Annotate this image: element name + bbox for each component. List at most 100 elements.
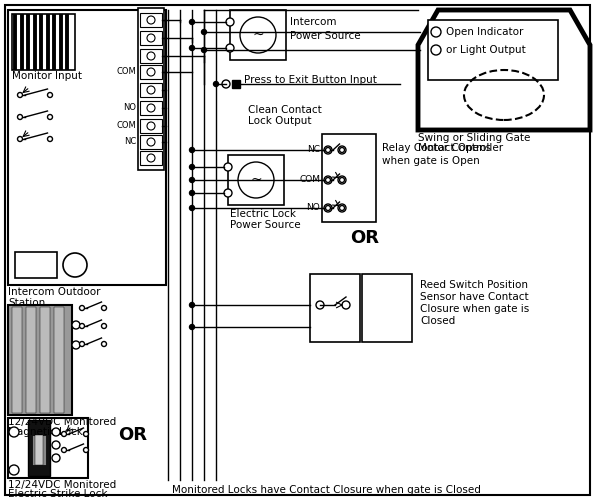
Text: Clean Contact: Clean Contact xyxy=(248,105,322,115)
Bar xyxy=(140,83,162,97)
Bar xyxy=(140,119,162,133)
Text: OR: OR xyxy=(350,229,379,247)
Circle shape xyxy=(224,163,232,171)
Circle shape xyxy=(61,448,67,452)
Text: Closed: Closed xyxy=(420,316,455,326)
Bar xyxy=(26,307,36,413)
Circle shape xyxy=(240,17,276,53)
Circle shape xyxy=(338,204,346,212)
Circle shape xyxy=(324,146,332,154)
Circle shape xyxy=(340,178,344,182)
Circle shape xyxy=(17,114,23,119)
Circle shape xyxy=(79,306,85,310)
Circle shape xyxy=(79,324,85,328)
Circle shape xyxy=(52,454,60,462)
Bar xyxy=(140,135,162,149)
Text: Station: Station xyxy=(8,298,45,308)
Text: ~: ~ xyxy=(250,173,262,187)
Circle shape xyxy=(9,427,19,437)
Circle shape xyxy=(48,92,52,98)
Circle shape xyxy=(147,16,155,24)
Bar xyxy=(140,151,162,165)
Text: 12/24VDC Monitored: 12/24VDC Monitored xyxy=(8,480,116,490)
Circle shape xyxy=(79,342,85,346)
Circle shape xyxy=(213,82,219,86)
Polygon shape xyxy=(418,10,590,130)
Text: or Light Output: or Light Output xyxy=(446,45,526,55)
Text: Magnetic Lock: Magnetic Lock xyxy=(8,427,83,437)
Bar xyxy=(140,65,162,79)
Circle shape xyxy=(52,428,60,436)
Text: Reed Switch Position: Reed Switch Position xyxy=(420,280,528,290)
Circle shape xyxy=(147,154,155,162)
Circle shape xyxy=(224,189,232,197)
Circle shape xyxy=(324,204,332,212)
Text: Intercom: Intercom xyxy=(290,17,337,27)
Text: COM: COM xyxy=(299,176,320,184)
Circle shape xyxy=(83,432,88,436)
Circle shape xyxy=(340,206,344,210)
Text: OR: OR xyxy=(118,426,147,444)
Bar xyxy=(12,307,22,413)
Text: Sensor have Contact: Sensor have Contact xyxy=(420,292,529,302)
Circle shape xyxy=(52,441,60,449)
Circle shape xyxy=(9,465,19,475)
Circle shape xyxy=(190,302,194,308)
Circle shape xyxy=(190,206,194,210)
Bar xyxy=(230,10,286,60)
Circle shape xyxy=(48,136,52,141)
Bar xyxy=(362,274,412,342)
Bar xyxy=(40,307,50,413)
Bar xyxy=(35,435,43,465)
Text: Motor Controller: Motor Controller xyxy=(418,143,503,153)
Text: Closure when gate is: Closure when gate is xyxy=(420,304,529,314)
Bar xyxy=(15,252,57,278)
Text: NO: NO xyxy=(123,104,136,112)
Circle shape xyxy=(17,136,23,141)
Circle shape xyxy=(147,104,155,112)
Circle shape xyxy=(342,301,350,309)
Circle shape xyxy=(238,162,274,198)
Text: Relay Contact Opens: Relay Contact Opens xyxy=(382,143,491,153)
Text: Power Source: Power Source xyxy=(230,220,300,230)
Text: Monitor Input: Monitor Input xyxy=(12,71,82,81)
Circle shape xyxy=(48,114,52,119)
Bar xyxy=(232,80,240,88)
Bar xyxy=(8,305,72,415)
Circle shape xyxy=(431,27,441,37)
Circle shape xyxy=(190,324,194,330)
Circle shape xyxy=(101,324,107,328)
Bar xyxy=(322,134,376,222)
Text: Electric Strike Lock: Electric Strike Lock xyxy=(8,489,107,499)
Bar xyxy=(138,8,164,170)
Circle shape xyxy=(83,448,88,452)
Circle shape xyxy=(190,164,194,170)
Circle shape xyxy=(147,68,155,76)
Circle shape xyxy=(201,48,206,52)
Circle shape xyxy=(338,146,346,154)
Bar xyxy=(32,435,46,465)
Circle shape xyxy=(147,138,155,146)
Text: Power Source: Power Source xyxy=(290,31,361,41)
Text: Electric Lock: Electric Lock xyxy=(230,209,296,219)
Text: COM: COM xyxy=(116,68,136,76)
Bar xyxy=(310,274,360,342)
Circle shape xyxy=(101,306,107,310)
Circle shape xyxy=(63,253,87,277)
Bar xyxy=(228,155,284,205)
Text: Intercom Outdoor: Intercom Outdoor xyxy=(8,287,101,297)
Circle shape xyxy=(316,301,324,309)
Circle shape xyxy=(325,178,331,182)
Circle shape xyxy=(147,86,155,94)
Text: Swing or Sliding Gate: Swing or Sliding Gate xyxy=(418,133,530,143)
Circle shape xyxy=(226,44,234,52)
Circle shape xyxy=(147,122,155,130)
Bar xyxy=(8,418,88,478)
Text: COM: COM xyxy=(116,122,136,130)
Circle shape xyxy=(226,18,234,26)
Circle shape xyxy=(17,92,23,98)
Circle shape xyxy=(325,148,331,152)
Text: 12/24VDC Monitored: 12/24VDC Monitored xyxy=(8,417,116,427)
Circle shape xyxy=(72,321,80,329)
Bar xyxy=(140,13,162,27)
